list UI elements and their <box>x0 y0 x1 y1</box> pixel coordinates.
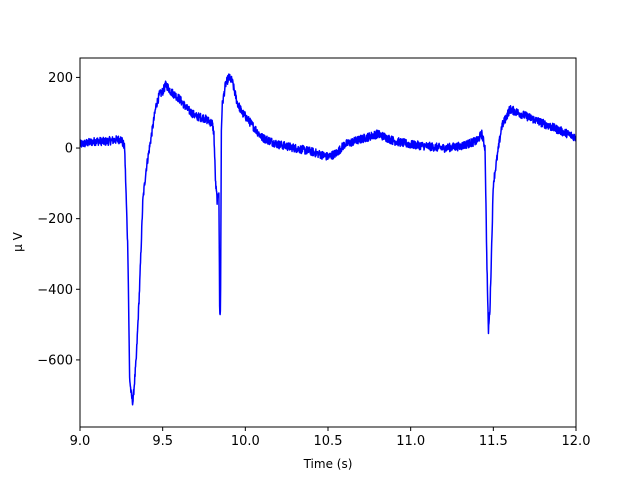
y-tick-label: −400 <box>37 283 73 298</box>
x-axis-label: Time (s) <box>303 457 353 471</box>
y-axis-ticks: 200 0 −200 −400 −600 <box>37 71 80 368</box>
x-tick-label: 12.0 <box>562 434 591 449</box>
y-axis-label: μ V <box>11 231 25 251</box>
x-tick-label: 11.0 <box>396 434 425 449</box>
x-tick-label: 10.5 <box>314 434 343 449</box>
x-tick-label: 11.5 <box>479 434 508 449</box>
x-tick-label: 9.0 <box>70 434 91 449</box>
series-layer <box>80 73 576 406</box>
y-tick-label: 200 <box>48 71 73 86</box>
series-line-0 <box>80 73 576 406</box>
y-tick-label: −200 <box>37 212 73 227</box>
x-tick-label: 10.0 <box>231 434 260 449</box>
x-axis-ticks: 9.0 9.5 10.0 10.5 11.0 11.5 12.0 <box>70 427 591 449</box>
y-tick-label: 0 <box>65 142 73 157</box>
x-tick-label: 9.5 <box>152 434 173 449</box>
y-tick-label: −600 <box>37 353 73 368</box>
